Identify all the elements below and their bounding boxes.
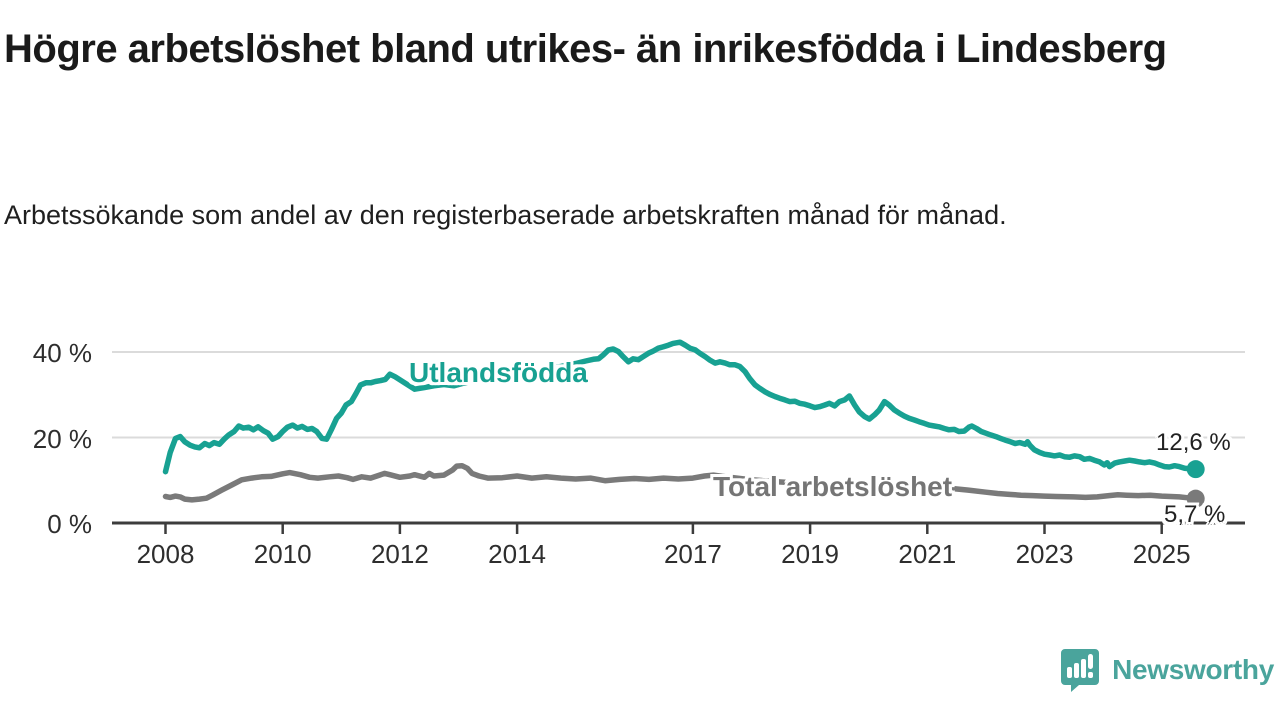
- series-end-dot-0: [1186, 460, 1205, 479]
- newsworthy-logo-text: Newsworthy: [1112, 654, 1274, 685]
- x-tick-label-2019: 2019: [781, 539, 840, 569]
- x-tick-label-2012: 2012: [370, 539, 429, 569]
- series-line-0: [162, 339, 1199, 475]
- newsworthy-logo: Newsworthy: [1060, 648, 1274, 692]
- bar-chart-speech-bubble-icon: [1061, 649, 1100, 692]
- x-tick-label-2023: 2023: [1015, 539, 1074, 569]
- x-tick-label-2017: 2017: [663, 539, 722, 569]
- series-label-utlandsfodda: Utlandsfödda: [409, 357, 588, 388]
- y-tick-label-20: 20 %: [32, 423, 92, 454]
- end-value-label-utlandsfodda: 12,6 %: [1156, 429, 1231, 456]
- chart-subtitle: Arbetssökande som andel av den registerb…: [4, 200, 1007, 230]
- x-tick-label-2021: 2021: [898, 539, 957, 569]
- y-tick-label-40: 40 %: [32, 338, 92, 368]
- y-tick-label-0: 0 %: [47, 509, 92, 539]
- x-tick-label-2025: 2025: [1132, 539, 1191, 569]
- series-end-dot-1: [1186, 489, 1205, 508]
- end-value-label-total: 5,7 %: [1164, 501, 1226, 528]
- page-title: Högre arbetslöshet bland utrikes- än inr…: [4, 27, 1167, 71]
- series-label-total-arbetsloshet: Total arbetslöshet: [713, 471, 953, 502]
- x-tick-label-2014: 2014: [488, 539, 547, 569]
- x-tick-label-2008: 2008: [136, 539, 195, 569]
- series-line-1: [162, 462, 1199, 503]
- x-tick-label-2010: 2010: [253, 539, 312, 569]
